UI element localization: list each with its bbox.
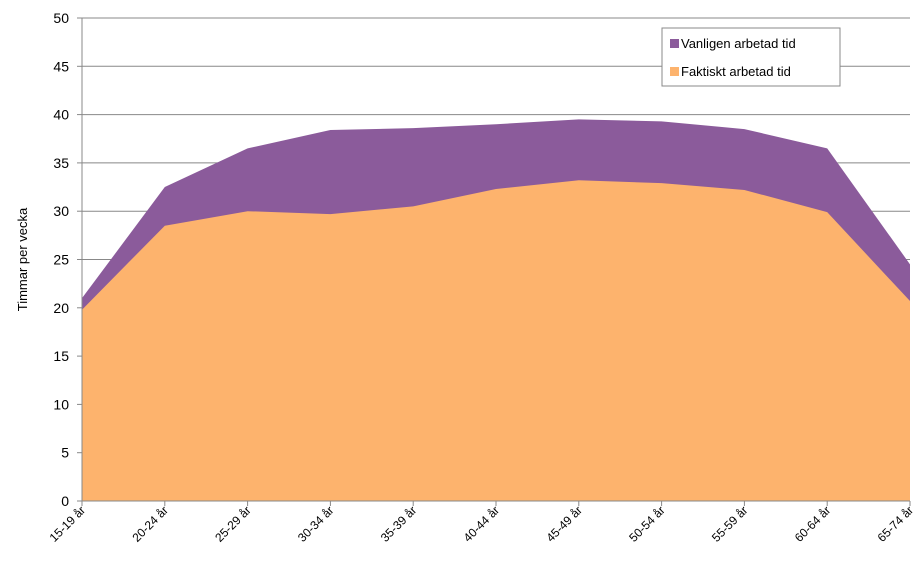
x-tick-label: 20-24 år (129, 503, 171, 545)
legend-label: Faktiskt arbetad tid (681, 64, 791, 79)
legend-swatch (670, 67, 679, 76)
x-tick-label: 30-34 år (295, 503, 337, 545)
y-tick-label: 45 (53, 58, 69, 74)
y-tick-label: 10 (53, 396, 69, 412)
x-tick-label: 55-59 år (709, 503, 751, 545)
x-tick-label: 60-64 år (792, 503, 834, 545)
legend-swatch (670, 39, 679, 48)
y-tick-label: 20 (53, 300, 69, 316)
x-tick-label: 65-74 år (875, 503, 917, 545)
legend-label: Vanligen arbetad tid (681, 36, 796, 51)
y-tick-label: 15 (53, 348, 69, 364)
y-tick-label: 40 (53, 107, 69, 123)
x-tick-label: 40-44 år (461, 503, 503, 545)
x-tick-label: 50-54 år (626, 503, 668, 545)
x-tick-label: 45-49 år (543, 503, 585, 545)
x-tick-label: 25-29 år (212, 503, 254, 545)
y-axis-title: Timmar per vecka (15, 207, 30, 311)
y-tick-label: 25 (53, 252, 69, 268)
y-tick-label: 30 (53, 203, 69, 219)
x-tick-label: 15-19 år (47, 503, 89, 545)
area (82, 180, 910, 501)
y-tick-label: 0 (61, 493, 69, 509)
y-tick-label: 50 (53, 10, 69, 26)
y-tick-label: 5 (61, 445, 69, 461)
legend-box (661, 27, 841, 87)
y-tick-label: 35 (53, 155, 69, 171)
x-tick-label: 35-39 år (378, 503, 420, 545)
